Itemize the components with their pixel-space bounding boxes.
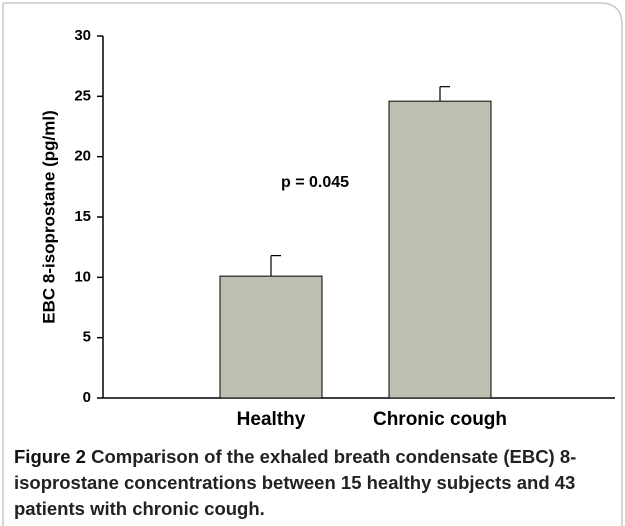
y-tick-label: 20 <box>74 148 91 165</box>
y-tick-label: 5 <box>83 329 91 346</box>
x-tick-label: Healthy <box>237 409 306 430</box>
y-tick-label: 10 <box>74 268 91 285</box>
y-axis-label: EBC 8-isoprostane (pg/ml) <box>39 110 58 323</box>
bar <box>388 100 492 399</box>
bar <box>219 275 323 399</box>
caption: Figure 2 Comparison of the exhaled breat… <box>14 444 614 522</box>
x-tick-label: Chronic cough <box>373 409 507 430</box>
caption-text: Comparison of the exhaled breath condens… <box>14 446 577 519</box>
y-tick-label: 30 <box>74 27 91 44</box>
annotation: p = 0.045 <box>281 174 349 191</box>
y-tick-label: 0 <box>83 389 91 406</box>
y-tick-label: 25 <box>74 87 91 104</box>
y-tick-label: 15 <box>74 208 91 225</box>
caption-label: Figure 2 <box>14 446 86 467</box>
